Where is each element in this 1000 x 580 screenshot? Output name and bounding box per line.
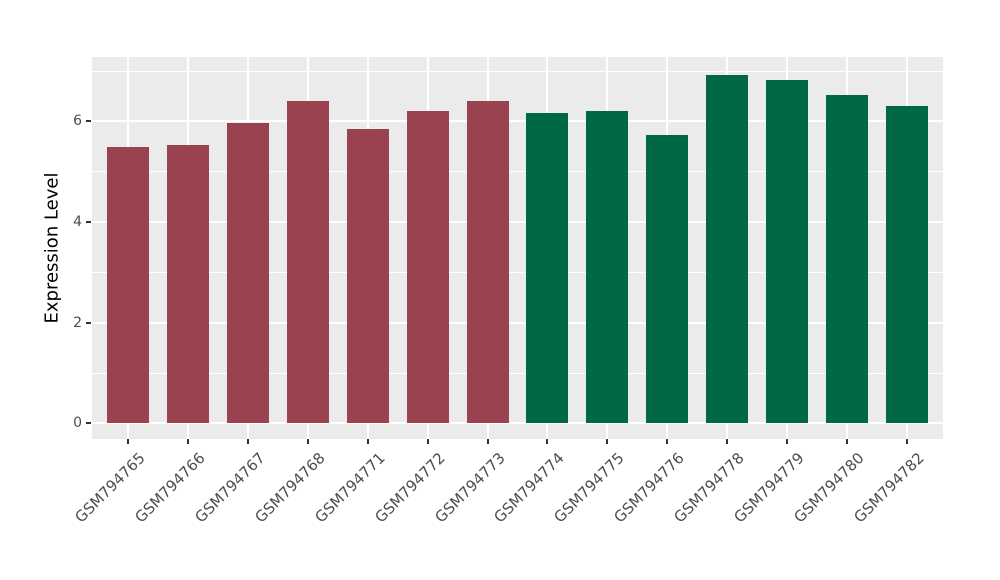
bar [406,111,449,424]
bar [166,144,209,424]
bar [526,113,569,424]
x-tick-mark [786,439,789,444]
x-tick-mark [246,439,249,444]
gridline-major-horizontal [92,221,943,224]
bar [346,128,389,424]
gridline-major-horizontal [92,422,943,425]
y-tick-mark [86,422,91,425]
x-tick-mark [306,439,309,444]
gridline-minor-horizontal [92,70,943,72]
plot-panel [92,57,943,439]
x-tick-mark [486,439,489,444]
bar [586,111,629,424]
y-tick-label: 0 [73,415,82,432]
bar [766,79,809,424]
y-tick-mark [86,221,91,224]
y-axis-title: Expression Level [41,172,63,324]
x-tick-mark [366,439,369,444]
x-tick-mark [546,439,549,444]
bar [706,74,749,424]
x-tick-mark [846,439,849,444]
bar [646,135,689,424]
x-tick-mark [906,439,909,444]
gridline-minor-horizontal [92,372,943,374]
y-tick-label: 4 [73,214,82,231]
x-tick-mark [126,439,129,444]
bar [886,105,929,424]
y-tick-label: 6 [73,113,82,130]
bar [226,122,269,424]
bar [106,146,149,424]
x-tick-label: GSM794765 [71,449,149,527]
bar [826,95,869,424]
gridline-minor-horizontal [92,171,943,173]
gridline-minor-horizontal [92,271,943,273]
gridline-major-horizontal [92,120,943,123]
x-tick-mark [666,439,669,444]
x-tick-mark [426,439,429,444]
bar [466,100,509,424]
y-tick-mark [86,321,91,324]
y-tick-label: 2 [73,314,82,331]
bar [286,101,329,424]
x-tick-mark [606,439,609,444]
y-tick-mark [86,120,91,123]
x-tick-mark [726,439,729,444]
x-tick-mark [186,439,189,444]
gridline-major-horizontal [92,321,943,324]
